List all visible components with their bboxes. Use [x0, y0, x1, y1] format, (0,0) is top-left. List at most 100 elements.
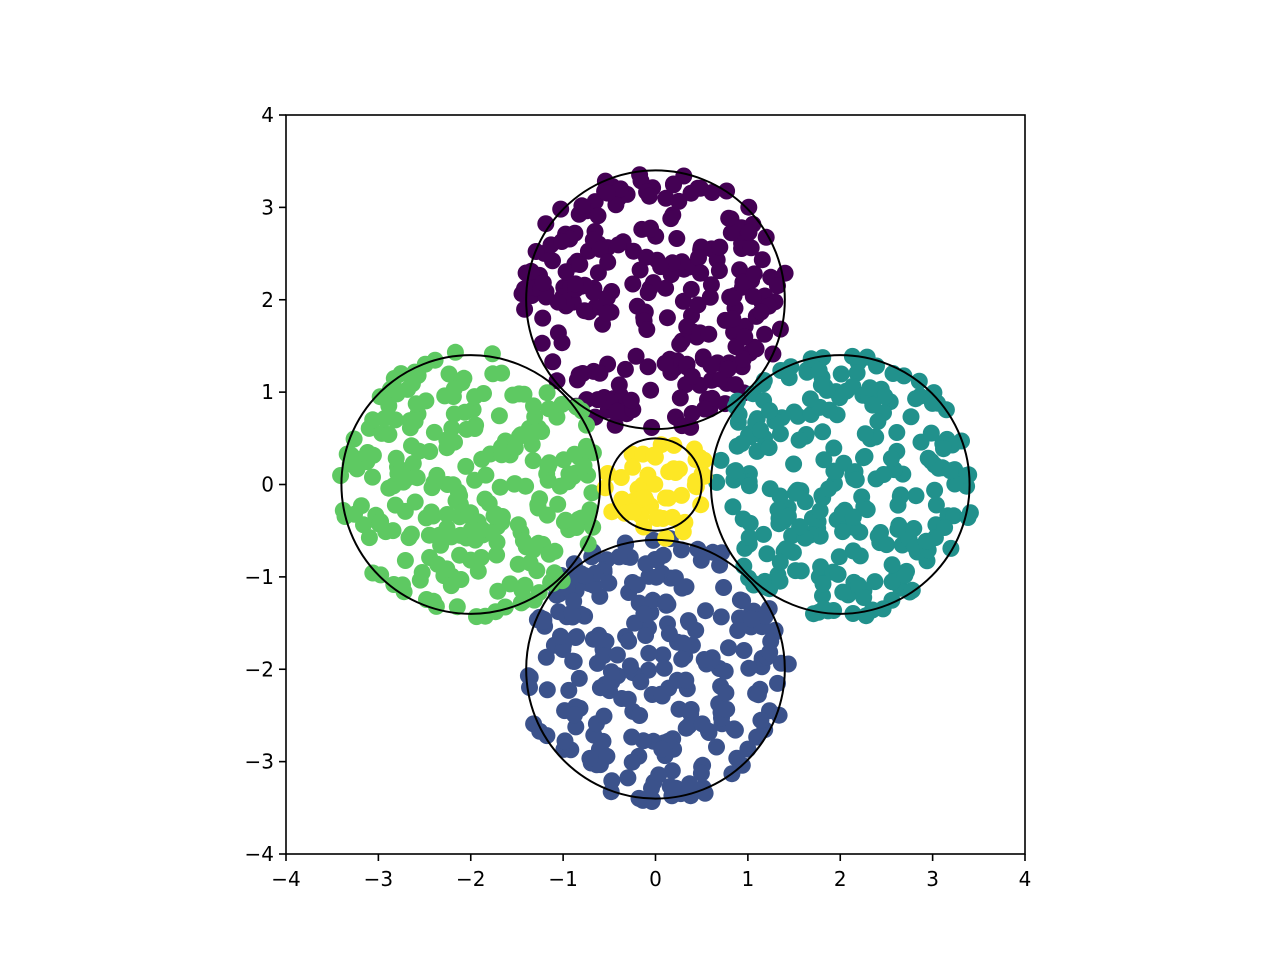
scatter-point-cluster-3	[360, 529, 378, 547]
scatter-point-cluster-3	[446, 343, 464, 361]
scatter-point-cluster-1	[815, 451, 833, 469]
scatter-point-cluster-2	[637, 627, 655, 644]
scatter-point-cluster-1	[907, 390, 925, 408]
scatter-point-cluster-2	[739, 740, 757, 758]
scatter-point-cluster-1	[882, 450, 900, 467]
scatter-point-cluster-0	[710, 262, 728, 280]
scatter-point-cluster-0	[553, 334, 571, 352]
scatter-point-cluster-0	[700, 325, 718, 343]
scatter-point-cluster-0	[711, 238, 729, 256]
scatter-point-cluster-2	[716, 662, 734, 680]
scatter-point-cluster-0	[639, 284, 657, 302]
scatter-point-cluster-1	[834, 583, 852, 601]
scatter-point-cluster-2	[761, 643, 779, 661]
scatter-point-cluster-0	[534, 309, 552, 327]
scatter-point-cluster-1	[946, 475, 964, 493]
scatter-point-cluster-3	[538, 506, 556, 524]
scatter-point-cluster-3	[575, 457, 593, 475]
scatter-point-cluster-0	[745, 265, 763, 283]
scatter-point-cluster-4	[657, 489, 674, 507]
scatter-point-cluster-3	[438, 439, 456, 457]
scatter-point-cluster-1	[785, 403, 803, 421]
scatter-point-cluster-2	[729, 622, 747, 639]
scatter-point-cluster-0	[740, 198, 758, 216]
scatter-point-cluster-0	[522, 262, 540, 280]
scatter-point-cluster-2	[521, 679, 538, 696]
y-tick-label: 0	[261, 473, 274, 497]
x-tick-label: −2	[456, 867, 485, 891]
scatter-point-cluster-3	[448, 598, 466, 616]
scatter-point-cluster-2	[697, 602, 714, 620]
scatter-point-cluster-0	[598, 304, 616, 322]
scatter-point-cluster-4	[613, 490, 631, 508]
scatter-point-cluster-2	[637, 555, 655, 573]
scatter-point-cluster-2	[696, 784, 714, 802]
scatter-point-cluster-1	[760, 439, 778, 457]
scatter-point-cluster-0	[571, 256, 589, 273]
scatter-point-cluster-2	[695, 651, 713, 668]
scatter-point-cluster-0	[643, 419, 661, 436]
scatter-point-cluster-3	[469, 562, 487, 580]
scatter-point-cluster-2	[682, 701, 700, 718]
scatter-point-cluster-3	[546, 564, 563, 582]
scatter-point-cluster-3	[538, 384, 556, 402]
scatter-point-cluster-2	[598, 747, 616, 765]
scatter-point-cluster-3	[408, 469, 426, 487]
scatter-point-cluster-3	[438, 506, 456, 523]
scatter-point-cluster-0	[658, 309, 676, 327]
scatter-point-cluster-3	[348, 460, 366, 478]
scatter-point-cluster-1	[856, 425, 874, 443]
scatter-point-cluster-4	[612, 469, 630, 486]
scatter-point-cluster-3	[364, 411, 382, 429]
scatter-point-cluster-3	[514, 532, 532, 550]
scatter-point-cluster-1	[810, 361, 828, 379]
scatter-point-cluster-1	[844, 542, 862, 560]
scatter-point-cluster-2	[635, 605, 653, 623]
scatter-point-cluster-3	[509, 516, 527, 534]
scatter-point-cluster-2	[584, 630, 602, 648]
scatter-point-cluster-2	[674, 634, 692, 652]
scatter-point-cluster-1	[830, 548, 848, 566]
scatter-point-cluster-0	[610, 376, 628, 394]
scatter-point-cluster-2	[740, 659, 758, 677]
scatter-point-cluster-1	[875, 466, 893, 483]
x-tick-label: 3	[926, 867, 939, 891]
scatter-point-cluster-2	[610, 548, 628, 566]
scatter-point-cluster-2	[595, 707, 613, 725]
scatter-point-cluster-1	[727, 462, 745, 480]
x-tick-label: 2	[834, 867, 847, 891]
scatter-point-cluster-3	[410, 442, 428, 460]
scatter-point-cluster-2	[537, 648, 555, 666]
scatter-point-cluster-3	[489, 582, 507, 600]
points-layer	[332, 166, 979, 810]
scatter-point-cluster-0	[552, 200, 570, 218]
scatter-point-cluster-1	[832, 365, 850, 383]
scatter-point-cluster-0	[570, 366, 588, 384]
boundary-circle-2	[525, 538, 786, 800]
scatter-point-cluster-1	[878, 536, 895, 554]
circles-layer	[340, 169, 971, 800]
scatter-point-cluster-1	[761, 480, 779, 498]
scatter-point-cluster-3	[472, 549, 490, 566]
scatter-point-cluster-0	[702, 276, 720, 294]
scatter-point-cluster-2	[742, 610, 760, 628]
scatter-point-cluster-0	[607, 196, 625, 214]
scatter-point-cluster-3	[540, 545, 558, 563]
scatter-point-cluster-1	[787, 562, 804, 580]
scatter-point-cluster-3	[525, 397, 542, 415]
scatter-point-cluster-1	[926, 481, 944, 499]
scatter-point-cluster-3	[473, 521, 491, 538]
scatter-point-cluster-2	[644, 591, 662, 609]
scatter-point-cluster-3	[466, 388, 484, 406]
scatter-point-cluster-1	[834, 523, 852, 541]
scatter-point-cluster-3	[380, 479, 398, 497]
scatter-point-cluster-0	[736, 328, 754, 346]
scatter-point-cluster-0	[671, 335, 689, 353]
scatter-point-cluster-3	[428, 466, 446, 484]
scatter-point-cluster-3	[557, 511, 575, 529]
scatter-point-cluster-0	[752, 303, 770, 321]
scatter-point-cluster-3	[440, 365, 458, 383]
scatter-point-cluster-1	[761, 402, 779, 420]
scatter-point-cluster-3	[452, 571, 470, 588]
scatter-point-cluster-2	[712, 608, 730, 626]
